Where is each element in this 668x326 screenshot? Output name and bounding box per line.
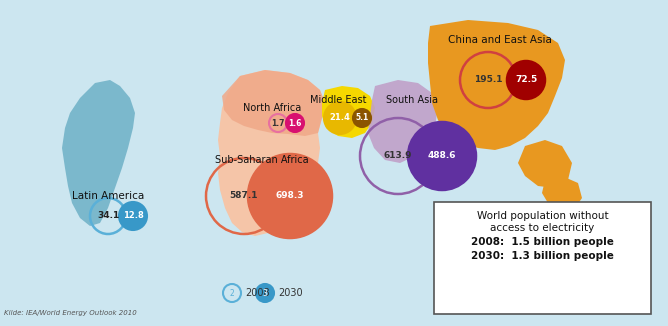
Text: 2008:  1.5 billion people: 2008: 1.5 billion people (471, 237, 614, 247)
Polygon shape (322, 86, 375, 138)
Circle shape (507, 61, 545, 99)
Text: North Africa: North Africa (243, 103, 301, 113)
Text: Latin America: Latin America (72, 191, 144, 201)
Text: 5.1: 5.1 (355, 113, 369, 123)
Circle shape (256, 284, 274, 302)
Text: 1.7: 1.7 (271, 118, 285, 127)
Text: 3: 3 (263, 289, 267, 298)
Text: 2030:  1.3 billion people: 2030: 1.3 billion people (471, 251, 614, 261)
Text: 12.8: 12.8 (123, 212, 144, 220)
Circle shape (324, 102, 356, 134)
Circle shape (119, 202, 147, 230)
Text: 34.1: 34.1 (97, 212, 119, 220)
Text: Middle East: Middle East (310, 95, 366, 105)
Polygon shape (368, 80, 438, 163)
Polygon shape (428, 20, 565, 150)
Text: 613.9: 613.9 (383, 152, 412, 160)
Text: 21.4: 21.4 (329, 113, 351, 123)
FancyBboxPatch shape (434, 202, 651, 314)
Polygon shape (518, 140, 572, 188)
Text: Kilde: IEA/World Energy Outlook 2010: Kilde: IEA/World Energy Outlook 2010 (4, 310, 137, 316)
Text: China and East Asia: China and East Asia (448, 35, 552, 45)
Circle shape (286, 114, 304, 132)
Text: 195.1: 195.1 (474, 76, 502, 84)
Text: South Asia: South Asia (386, 95, 438, 105)
Text: 2030: 2030 (278, 288, 303, 298)
Polygon shape (218, 70, 325, 236)
Circle shape (408, 122, 476, 190)
Polygon shape (222, 70, 325, 136)
Text: 698.3: 698.3 (276, 191, 304, 200)
Text: access to electricity: access to electricity (490, 223, 595, 233)
Text: 2: 2 (230, 289, 234, 298)
Polygon shape (62, 80, 135, 226)
Text: 72.5: 72.5 (515, 76, 537, 84)
Circle shape (248, 154, 332, 238)
Text: 488.6: 488.6 (428, 152, 456, 160)
Circle shape (353, 109, 371, 127)
Text: 2008: 2008 (245, 288, 270, 298)
Text: Sub-Saharan Africa: Sub-Saharan Africa (215, 155, 309, 165)
Text: 1.6: 1.6 (289, 118, 302, 127)
Polygon shape (542, 176, 582, 210)
Text: 587.1: 587.1 (230, 191, 259, 200)
Text: World population without: World population without (477, 211, 609, 221)
